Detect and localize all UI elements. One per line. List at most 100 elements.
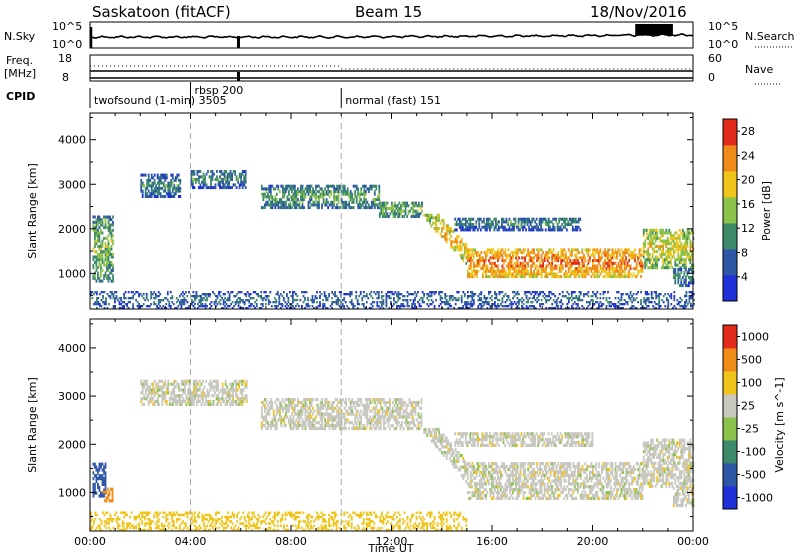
echo-cell	[542, 228, 544, 231]
echo-cell	[527, 248, 529, 251]
echo-cell	[105, 486, 107, 489]
echo-cell	[499, 256, 501, 259]
echo-cell	[235, 380, 237, 383]
echo-cell	[108, 221, 110, 224]
echo-cell	[166, 174, 168, 177]
echo-cell	[406, 215, 408, 218]
echo-cell	[344, 413, 346, 416]
echo-cell	[530, 267, 532, 270]
echo-cell	[345, 427, 347, 430]
echo-cell	[616, 254, 618, 257]
echo-cell	[479, 265, 481, 268]
echo-cell	[621, 273, 623, 276]
echo-cell	[100, 264, 102, 267]
echo-cell	[345, 421, 347, 424]
echo-cell	[456, 238, 458, 241]
echo-cell	[542, 265, 544, 268]
echo-cell	[515, 218, 517, 221]
echo-cell	[465, 223, 467, 226]
echo-cell	[654, 301, 656, 303]
echo-cell	[393, 299, 395, 301]
echo-cell	[477, 270, 479, 273]
echo-cell	[282, 185, 284, 188]
echo-cell	[674, 281, 676, 284]
echo-cell	[518, 256, 520, 259]
echo-cell	[589, 256, 591, 259]
echo-cell	[542, 251, 544, 254]
echo-cell	[154, 174, 156, 177]
echo-cell	[484, 295, 486, 297]
echo-cell	[682, 253, 684, 256]
echo-cell	[664, 293, 666, 295]
echo-cell	[120, 303, 122, 305]
echo-cell	[157, 397, 159, 400]
echo-cell	[332, 404, 334, 407]
echo-cell	[473, 262, 475, 265]
cpid-segment-label: rbsp 200	[195, 84, 244, 97]
echo-cell	[271, 421, 273, 424]
echo-cell	[581, 259, 583, 262]
echo-cell	[294, 410, 296, 413]
echo-cell	[673, 297, 675, 299]
echo-cell	[321, 193, 323, 196]
echo-cell	[353, 424, 355, 427]
echo-cell	[491, 295, 493, 297]
echo-cell	[230, 303, 232, 305]
echo-cell	[164, 380, 166, 383]
echo-cell	[311, 404, 313, 407]
echo-cell	[366, 201, 368, 204]
echo-cell	[105, 224, 107, 227]
echo-cell	[630, 299, 632, 301]
echo-cell	[191, 303, 193, 305]
echo-cell	[300, 424, 302, 427]
echo-cell	[446, 299, 448, 301]
echo-cell	[195, 181, 197, 184]
echo-cell	[215, 301, 217, 303]
echo-cell	[239, 186, 241, 189]
echo-cell	[321, 418, 323, 421]
echo-cell	[108, 242, 110, 245]
echo-cell	[170, 192, 172, 195]
echo-cell	[344, 187, 346, 190]
echo-cell	[646, 232, 648, 235]
echo-cell	[100, 269, 102, 272]
echo-cell	[112, 277, 114, 280]
echo-cell	[100, 218, 102, 221]
echo-cell	[229, 299, 231, 301]
echo-cell	[182, 291, 184, 293]
echo-cell	[578, 295, 580, 297]
echo-cell	[339, 413, 341, 416]
echo-cell	[304, 299, 306, 301]
echo-cell	[506, 299, 508, 301]
echo-cell	[521, 256, 523, 259]
echo-cell	[100, 466, 102, 469]
echo-cell	[591, 270, 593, 273]
echo-cell	[489, 228, 491, 231]
echo-cell	[533, 248, 535, 251]
echo-cell	[247, 291, 249, 293]
echo-cell	[542, 220, 544, 223]
echo-cell	[280, 198, 282, 201]
echo-cell	[581, 299, 583, 301]
echo-cell	[688, 234, 690, 237]
echo-cell	[668, 266, 670, 269]
echo-cell	[356, 201, 358, 204]
echo-cell	[354, 407, 356, 410]
echo-cell	[245, 173, 247, 176]
echo-cell	[630, 273, 632, 276]
echo-cell	[276, 193, 278, 196]
echo-cell	[444, 297, 446, 299]
echo-cell	[634, 259, 636, 262]
echo-cell	[687, 242, 689, 245]
echo-cell	[151, 187, 153, 190]
echo-cell	[200, 183, 202, 186]
echo-cell	[309, 305, 311, 307]
echo-cell	[157, 195, 159, 198]
colorbar-swatch	[723, 171, 737, 197]
echo-cell	[570, 223, 572, 226]
echo-cell	[630, 265, 632, 268]
echo-cell	[487, 265, 489, 268]
echo-cell	[354, 418, 356, 421]
echo-cell	[389, 295, 391, 297]
